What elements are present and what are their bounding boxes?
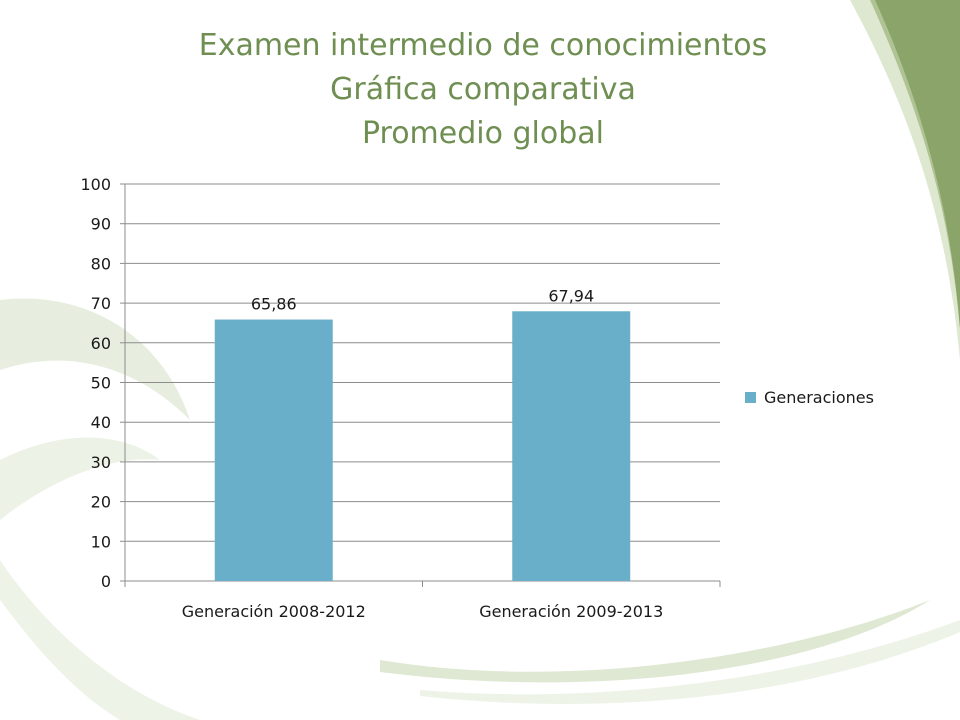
y-tick-label: 70: [91, 294, 111, 313]
bar: [214, 319, 333, 581]
legend-label: Generaciones: [764, 388, 874, 407]
bottom-swoosh: [380, 600, 930, 683]
bar: [512, 311, 631, 581]
left-swoosh-bottom: [0, 560, 200, 720]
y-tick-label: 60: [91, 334, 111, 353]
chart-title-line-3: Promedio global: [361, 116, 605, 151]
chart-title-line-2: Gráfica comparativa: [330, 72, 636, 107]
chart-title-line-1: Examen intermedio de conocimientos: [198, 28, 768, 63]
data-label: 67,94: [548, 286, 594, 305]
y-tick-label: 40: [91, 413, 111, 432]
legend-swatch: [745, 392, 756, 403]
y-tick-label: 10: [91, 532, 111, 551]
top-right-swoosh: [870, 0, 960, 330]
y-tick-label: 0: [101, 572, 111, 591]
x-tick-label: Generación 2009-2013: [479, 602, 663, 621]
left-swoosh-outer: [0, 298, 190, 420]
y-tick-label: 30: [91, 453, 111, 472]
y-tick-label: 80: [91, 254, 111, 273]
data-label: 65,86: [251, 295, 297, 314]
y-tick-label: 90: [91, 215, 111, 234]
y-tick-label: 100: [80, 175, 111, 194]
y-tick-label: 20: [91, 493, 111, 512]
x-tick-label: Generación 2008-2012: [182, 602, 366, 621]
bottom-swoosh-thin: [420, 620, 960, 705]
left-swoosh-inner: [0, 437, 160, 520]
y-tick-label: 50: [91, 374, 111, 393]
